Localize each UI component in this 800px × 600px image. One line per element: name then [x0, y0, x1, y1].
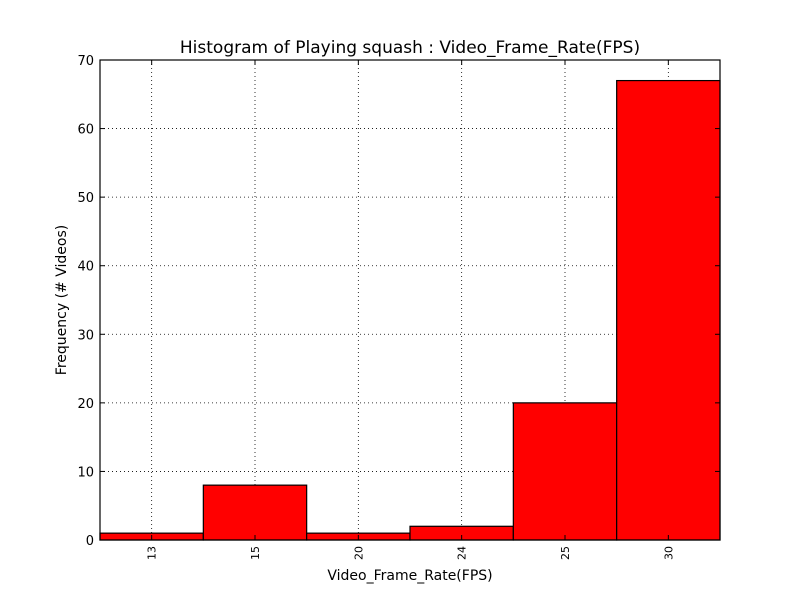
bar-15	[202, 484, 308, 541]
y-tick-label: 0	[86, 534, 94, 549]
bar-25	[512, 402, 618, 541]
axes	[99, 59, 721, 541]
y-tick-label: 40	[77, 260, 94, 275]
chart-title: Histogram of Playing squash : Video_Fram…	[180, 38, 640, 58]
x-tick-label: 13	[146, 546, 159, 560]
y-axis-label: Frequency (# Videos)	[54, 225, 70, 375]
y-tick-label: 60	[77, 123, 94, 138]
y-tick-label: 70	[77, 54, 94, 69]
x-tick-label: 24	[456, 546, 469, 560]
y-tick-label: 30	[77, 328, 94, 343]
plot-frame	[99, 59, 721, 541]
y-tick-label: 10	[77, 465, 94, 480]
x-tick-label: 30	[662, 546, 675, 560]
y-tick-label: 50	[77, 191, 94, 206]
x-tick-label: 25	[559, 546, 572, 560]
y-ticks: 0 10 20 30 40 50 60 70	[77, 54, 720, 549]
y-tick-label: 20	[77, 397, 94, 412]
x-tick-label: 15	[249, 546, 262, 560]
x-tick-label: 20	[352, 546, 365, 560]
x-ticks: 13 15 20 24 25 30	[146, 60, 675, 560]
x-axis-label: Video_Frame_Rate(FPS)	[327, 568, 492, 584]
bar-30	[616, 79, 721, 541]
